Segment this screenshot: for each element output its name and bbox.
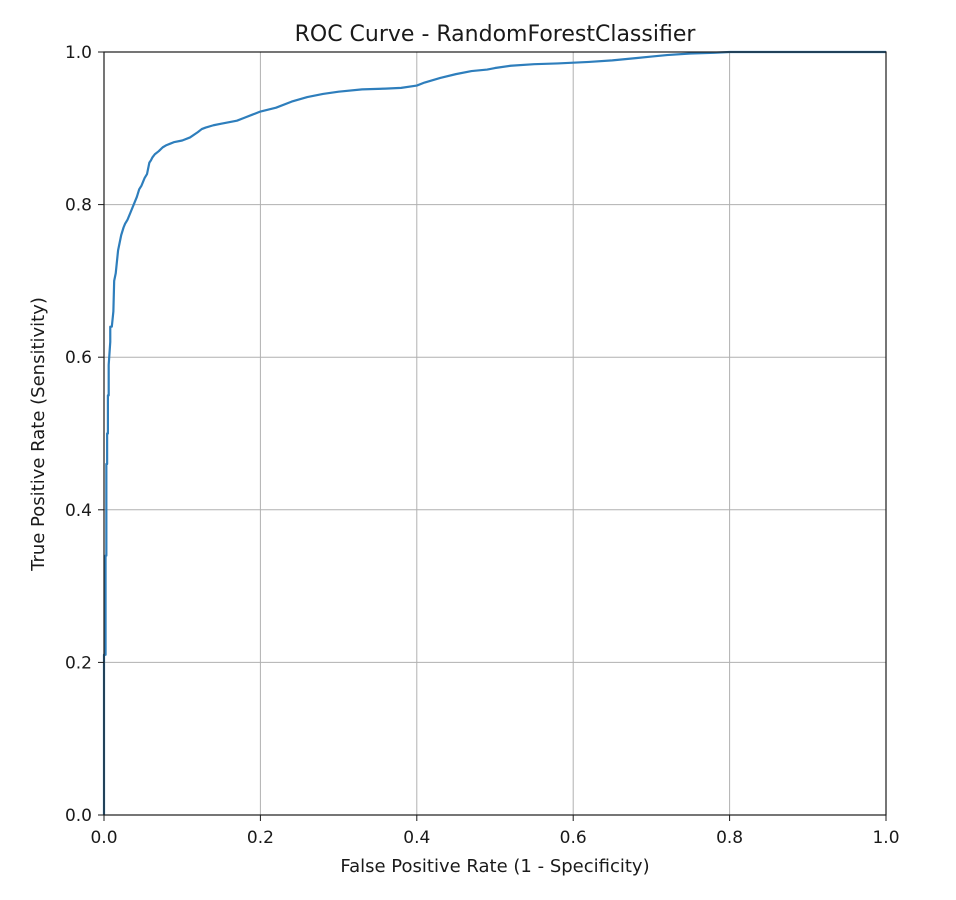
chart-title: ROC Curve - RandomForestClassifier: [295, 22, 697, 47]
y-tick-label: 1.0: [65, 43, 92, 63]
x-tick-label: 0.4: [403, 828, 430, 848]
grid: [103, 51, 887, 816]
x-tick-label: 0.2: [247, 828, 274, 848]
roc-curve-line: [102, 50, 886, 815]
plot-frame: [103, 51, 887, 816]
x-tick-label: 0.0: [90, 828, 117, 848]
y-tick-label: 0.4: [65, 501, 92, 521]
x-axis-label: False Positive Rate (1 - Specificity): [340, 856, 649, 877]
y-tick-label: 0.8: [65, 196, 92, 216]
x-tick-label: 0.6: [560, 828, 587, 848]
y-tick-label: 0.0: [65, 806, 92, 826]
axis-ticks: 0.0 0.2 0.4 0.6 0.8 1.0 0.0 0.2 0.4 0.6 0.8 1.0: [65, 43, 900, 848]
x-tick-label: 1.0: [872, 828, 899, 848]
plot-area: [102, 50, 886, 815]
y-axis-label: True Positive Rate (Sensitivity): [28, 297, 49, 572]
y-tick-label: 0.2: [65, 653, 92, 673]
y-tick-label: 0.6: [65, 348, 92, 368]
x-tick-label: 0.8: [716, 828, 743, 848]
